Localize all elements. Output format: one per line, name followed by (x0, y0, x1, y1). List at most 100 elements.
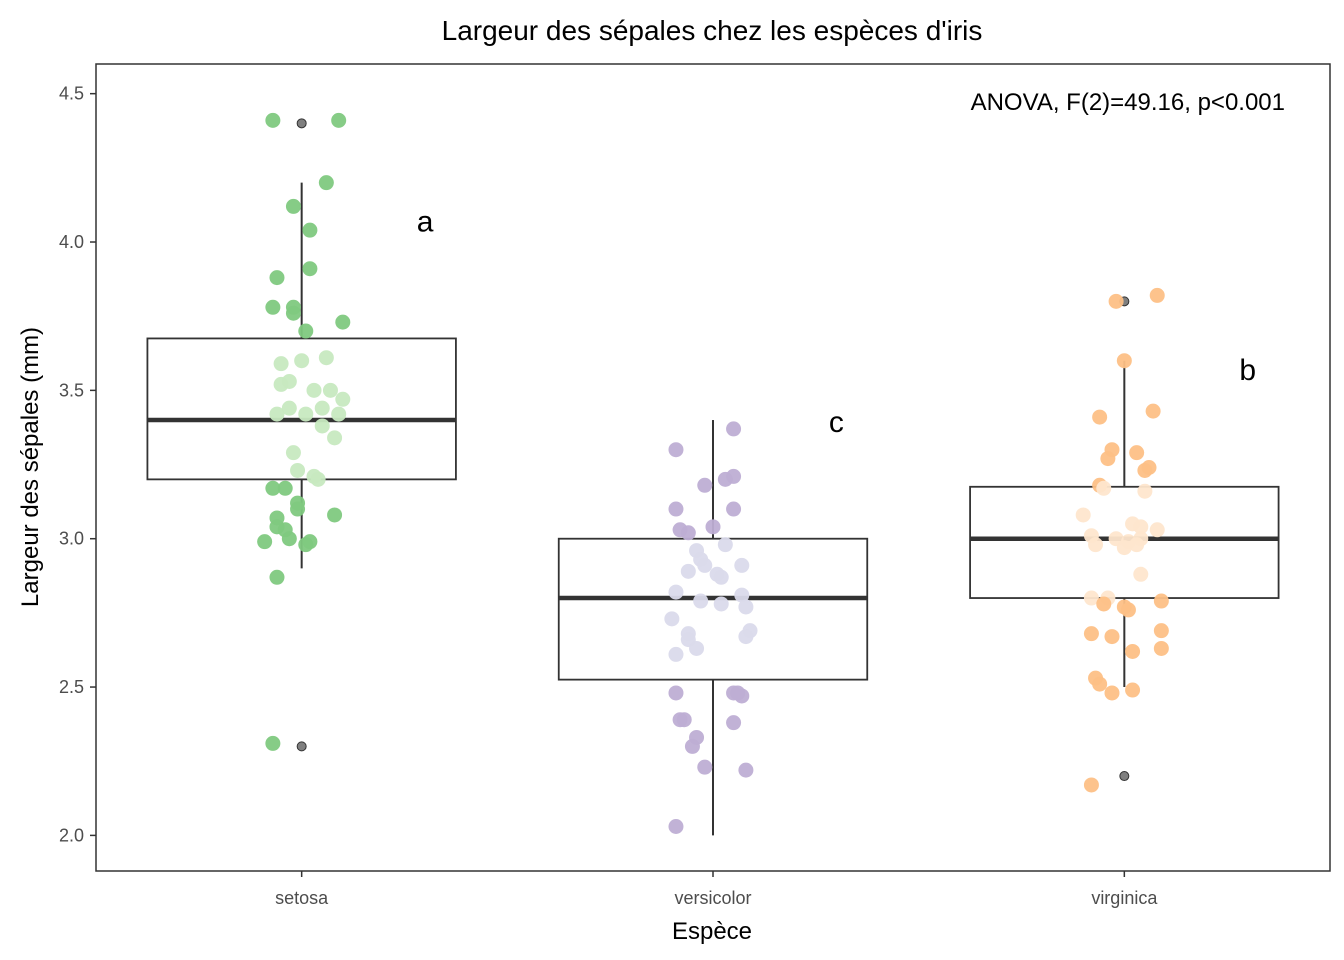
data-point (1120, 602, 1136, 618)
outlier-point (296, 741, 307, 752)
data-point (668, 501, 684, 517)
data-point (726, 421, 742, 437)
data-point (713, 569, 729, 585)
data-point (277, 480, 293, 496)
data-point (1125, 682, 1141, 698)
data-point (1116, 540, 1132, 556)
data-point (680, 525, 696, 541)
data-point (269, 270, 285, 286)
significance-letter: b (1239, 354, 1256, 387)
data-point (1145, 403, 1161, 419)
data-point (1088, 537, 1104, 553)
data-point (680, 563, 696, 579)
data-point (738, 629, 754, 645)
data-point (1092, 409, 1108, 425)
box-iqr (557, 537, 869, 681)
data-point (1096, 596, 1112, 612)
data-point (269, 569, 285, 585)
species-group-virginica: b (969, 287, 1280, 793)
data-point (281, 373, 297, 389)
data-point (335, 314, 351, 330)
data-point (734, 587, 750, 603)
data-point (314, 418, 330, 434)
data-point (689, 640, 705, 656)
y-tick-label: 3.5 (59, 380, 84, 400)
x-axis-title: Espèce (672, 918, 752, 945)
data-point (281, 531, 297, 547)
data-point (318, 175, 334, 191)
data-point (1108, 293, 1124, 309)
data-point (693, 593, 709, 609)
data-point (298, 406, 314, 422)
data-point (285, 305, 301, 321)
data-point (738, 762, 754, 778)
data-point (1129, 445, 1145, 461)
data-point (298, 537, 314, 553)
outlier-point (1119, 771, 1130, 782)
anova-annotation: ANOVA, F(2)=49.16, p<0.001 (971, 89, 1285, 116)
data-point (302, 261, 318, 277)
data-point (1104, 629, 1120, 645)
data-point (684, 738, 700, 754)
data-point (1153, 640, 1169, 656)
x-axis: setosa versicolor virginica (275, 871, 1158, 908)
data-point (331, 406, 347, 422)
data-point (668, 685, 684, 701)
data-point (322, 382, 338, 398)
data-point (1133, 519, 1149, 535)
data-point (726, 501, 742, 517)
data-point (1149, 522, 1165, 538)
y-tick-label: 2.5 (59, 677, 84, 697)
data-point (668, 584, 684, 600)
data-point (697, 557, 713, 573)
data-point (331, 112, 347, 128)
data-point (1149, 287, 1165, 303)
data-point (1104, 685, 1120, 701)
data-point (335, 391, 351, 407)
data-point (1129, 537, 1145, 553)
data-point (705, 519, 721, 535)
data-point (294, 353, 310, 369)
data-point (290, 501, 306, 517)
data-point (327, 430, 343, 446)
data-point (1083, 590, 1099, 606)
data-point (265, 112, 281, 128)
data-point (1075, 507, 1091, 523)
significance-letter: c (829, 406, 844, 439)
data-point (1133, 566, 1149, 582)
chart-title: Largeur des sépales chez les espèces d'i… (442, 15, 983, 46)
species-group-setosa: a (146, 112, 457, 752)
data-point (717, 537, 733, 553)
data-point (1125, 643, 1141, 659)
data-point (1116, 353, 1132, 369)
data-point (713, 596, 729, 612)
data-point (281, 400, 297, 416)
data-point (265, 299, 281, 315)
y-tick-label: 4.0 (59, 232, 84, 252)
data-point (676, 712, 692, 728)
data-point (664, 611, 680, 627)
box-iqr (146, 337, 457, 481)
data-point (717, 471, 733, 487)
data-point (306, 382, 322, 398)
y-axis: 2.0 2.5 3.0 3.5 4.0 4.5 (59, 84, 96, 845)
data-point (730, 685, 746, 701)
data-point (738, 599, 754, 615)
data-point (1100, 451, 1116, 467)
y-tick-label: 4.5 (59, 84, 84, 104)
species-group-versicolor: c (557, 406, 869, 836)
data-point (314, 400, 330, 416)
data-point (257, 534, 273, 550)
data-point (285, 198, 301, 214)
data-point (697, 477, 713, 493)
data-point (310, 471, 326, 487)
data-point (265, 735, 281, 751)
x-tick-label: setosa (275, 888, 329, 908)
data-point (302, 222, 318, 238)
data-point (734, 557, 750, 573)
data-point (1096, 480, 1112, 496)
data-point (318, 350, 334, 366)
data-point (1137, 483, 1153, 499)
x-tick-label: virginica (1091, 888, 1158, 908)
